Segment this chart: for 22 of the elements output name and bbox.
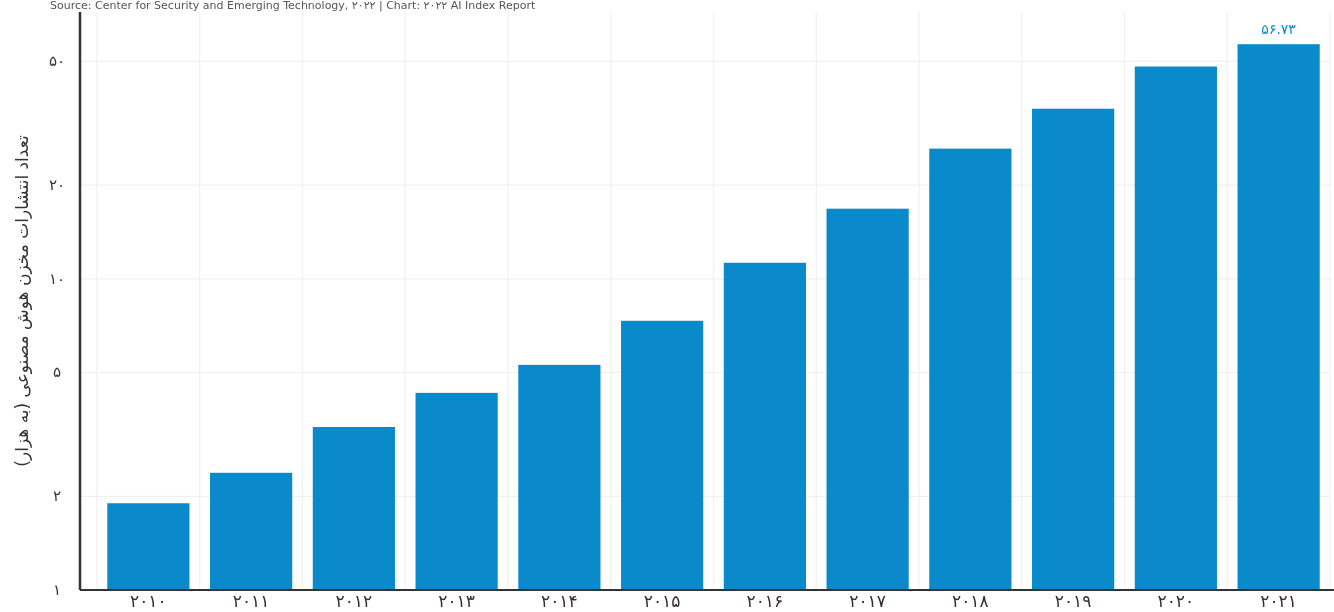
x-tick-label: ۲۰۱۵: [643, 591, 681, 611]
source-note: Source: Center for Security and Emerging Technology, ۲۰۲۲ | Chart: ۲۰۲۲ AI Index Report: [50, 0, 536, 12]
x-tick-label: ۲۰۲۰: [1157, 591, 1195, 611]
x-tick-label: ۲۰۱۸: [952, 591, 989, 611]
x-tick-label: ۲۰۱۱: [232, 591, 270, 611]
x-tick-label: ۲۰۲۱: [1260, 591, 1297, 611]
y-tick-label: ۱۰: [48, 269, 66, 288]
y-axis-title: تعداد انتشارات مخزن هوش مصنوعی (به هزار): [12, 135, 32, 467]
x-tick-label: ۲۰۱۶: [746, 591, 784, 611]
y-tick-label: ۱: [52, 581, 62, 599]
x-tick-label: ۲۰۱۴: [541, 591, 578, 611]
x-tick-label: ۲۰۱۲: [335, 591, 373, 611]
y-tick-label: ۵۰: [48, 52, 66, 71]
y-tick-label: ۲: [52, 487, 62, 506]
bars: ۵۶.۷۳: [107, 21, 1320, 590]
x-tick-label: ۲۰۱۰: [130, 591, 167, 611]
y-tick-label: ۲۰: [48, 176, 66, 195]
x-tick-label: ۲۰۱۷: [849, 591, 886, 611]
x-tick-label: ۲۰۱۹: [1054, 591, 1092, 611]
y-tick-label: ۵: [52, 363, 62, 382]
x-tick-label: ۲۰۱۳: [438, 591, 475, 611]
data-label: ۵۶.۷۳: [1261, 21, 1297, 38]
